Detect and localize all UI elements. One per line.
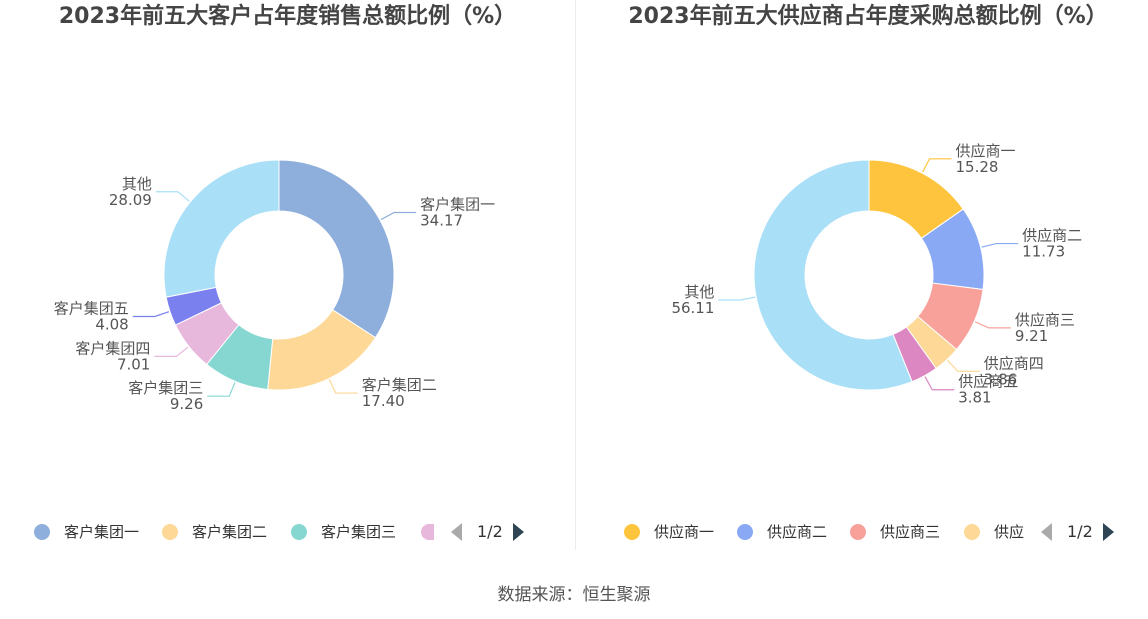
- legend-marker: [291, 524, 307, 540]
- chart-title: 2023年前五大供应商占年度采购总额比例（%）: [628, 4, 1108, 29]
- slice-name-label: 其他: [684, 283, 714, 301]
- slice-name-label: 供应商一: [955, 142, 1015, 160]
- legend-label: 客户集团三: [321, 523, 397, 541]
- slice-value-label: 56.11: [671, 299, 714, 317]
- legend-label: 供应: [994, 523, 1025, 541]
- page-indicator: 1/2: [477, 522, 503, 541]
- slice-value-label: 15.28: [955, 158, 998, 176]
- slice-value-label: 3.81: [958, 389, 991, 407]
- legend-marker: [162, 524, 178, 540]
- slice-name-label: 客户集团五: [54, 299, 129, 317]
- leader-line: [922, 158, 952, 173]
- slice-name-label: 客户集团二: [362, 376, 437, 394]
- leader-line: [981, 242, 1019, 248]
- slice-value-label: 9.26: [170, 395, 203, 413]
- slice-value-label: 4.08: [95, 315, 128, 333]
- supplier-chart-panel: 2023年前五大供应商占年度采购总额比例（%） 供应商一 15.28 供应商二 11.…: [576, 0, 1148, 550]
- legend-marker: [850, 524, 866, 540]
- leader-line: [207, 382, 236, 397]
- pie-slice[interactable]: [753, 159, 913, 391]
- data-source-note: 数据来源：恒生聚源: [497, 585, 651, 605]
- slice-value-label: 3.86: [984, 370, 1017, 388]
- slice-name-label: 其他: [122, 175, 152, 193]
- customer-chart-panel: 2023年前五大客户占年度销售总额比例（%） 客户集团一 34.17 客户集团二 17…: [0, 0, 575, 550]
- panel-divider: [575, 0, 576, 550]
- leader-line: [132, 311, 170, 318]
- legend-label: 客户集团二: [192, 523, 268, 541]
- chevron-right-icon[interactable]: [513, 523, 524, 541]
- slice-name-label: 供应商二: [1022, 227, 1082, 245]
- leader-line: [154, 346, 189, 358]
- legend-marker: [737, 524, 753, 540]
- pie-slice[interactable]: [278, 159, 395, 339]
- slice-name-label: 客户集团四: [75, 339, 150, 357]
- slice-name-label: 供应商四: [984, 354, 1044, 372]
- chart-legend: 客户集团一 客户集团二 客户集团三 1/2: [0, 520, 575, 544]
- legend-marker: [421, 524, 434, 540]
- pie-slice[interactable]: [163, 159, 280, 298]
- leader-line: [155, 191, 190, 202]
- chevron-right-icon[interactable]: [1103, 523, 1114, 541]
- page-indicator: 1/2: [1067, 522, 1093, 541]
- chevron-left-icon[interactable]: [1041, 523, 1052, 541]
- legend-label: 供应商三: [880, 523, 941, 541]
- legend-marker: [624, 524, 640, 540]
- chart-title: 2023年前五大客户占年度销售总额比例（%）: [58, 4, 517, 29]
- slice-value-label: 7.01: [117, 355, 150, 373]
- legend-marker: [964, 524, 980, 540]
- slice-name-label: 客户集团三: [128, 379, 203, 397]
- slice-value-label: 28.09: [109, 191, 152, 209]
- slice-name-label: 客户集团一: [420, 195, 495, 213]
- slice-name-label: 供应商三: [1015, 311, 1075, 329]
- slice-value-label: 17.40: [362, 392, 405, 410]
- chart-legend: 供应商一 供应商二 供应商三 供应 1/2: [576, 520, 1148, 544]
- legend-label: 供应商二: [767, 523, 828, 541]
- leader-line: [328, 379, 358, 394]
- slice-name-label: 供应商五: [958, 373, 1018, 391]
- leader-line: [718, 296, 756, 301]
- leader-line: [924, 376, 955, 391]
- slice-value-label: 9.21: [1015, 327, 1048, 345]
- legend-marker: [34, 524, 50, 540]
- leader-line: [380, 211, 417, 221]
- slice-value-label: 34.17: [420, 211, 463, 229]
- legend-label: 供应商一: [654, 523, 715, 541]
- slice-value-label: 11.73: [1022, 243, 1065, 261]
- leader-line: [974, 321, 1011, 329]
- leader-line: [947, 359, 980, 372]
- chevron-left-icon[interactable]: [451, 523, 462, 541]
- legend-label: 客户集团一: [64, 523, 140, 541]
